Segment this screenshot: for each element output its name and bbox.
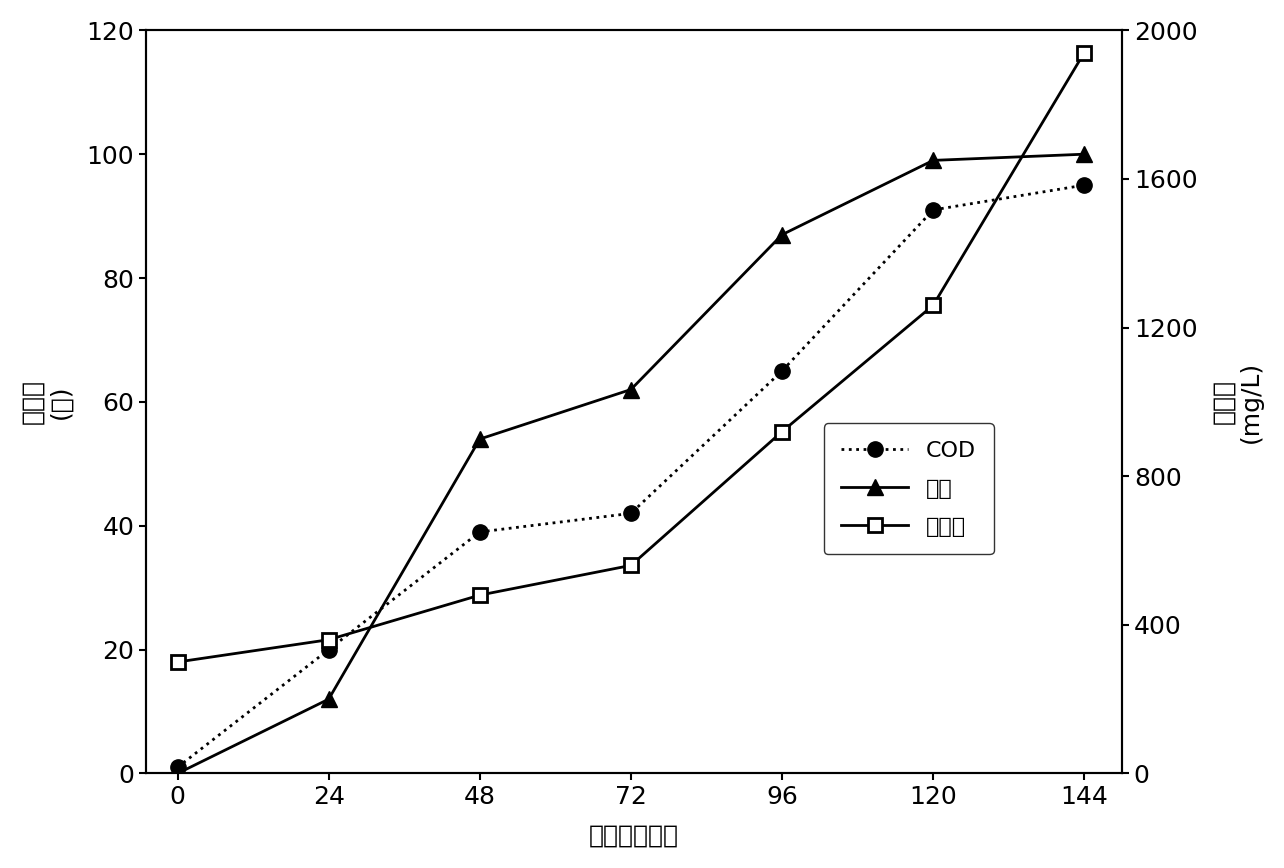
生物量 <box>926 300 941 311</box>
COD <box>926 205 941 215</box>
Line: COD: COD <box>169 178 1091 775</box>
COD <box>623 508 638 518</box>
COD <box>774 365 790 376</box>
生物量 <box>321 635 336 645</box>
总糖 <box>473 434 488 444</box>
Legend: COD, 总糖, 生物量: COD, 总糖, 生物量 <box>824 424 994 555</box>
COD <box>321 644 336 654</box>
Y-axis label: 去除率
(％): 去除率 (％) <box>21 379 73 424</box>
总糖 <box>623 385 638 395</box>
生物量 <box>473 590 488 601</box>
总糖 <box>926 155 941 166</box>
总糖 <box>321 694 336 704</box>
COD <box>169 762 185 773</box>
总糖 <box>169 768 185 779</box>
生物量 <box>774 426 790 437</box>
生物量 <box>623 560 638 570</box>
总糖 <box>1076 149 1091 160</box>
生物量 <box>169 657 185 667</box>
Line: 总糖: 总糖 <box>169 146 1093 782</box>
总糖 <box>774 229 790 240</box>
Line: 生物量: 生物量 <box>171 46 1091 669</box>
Y-axis label: 生物量
(mg/L): 生物量 (mg/L) <box>1211 361 1263 443</box>
COD <box>473 527 488 537</box>
生物量 <box>1076 48 1091 58</box>
X-axis label: 时间（小时）: 时间（小时） <box>589 823 679 847</box>
COD <box>1076 180 1091 190</box>
